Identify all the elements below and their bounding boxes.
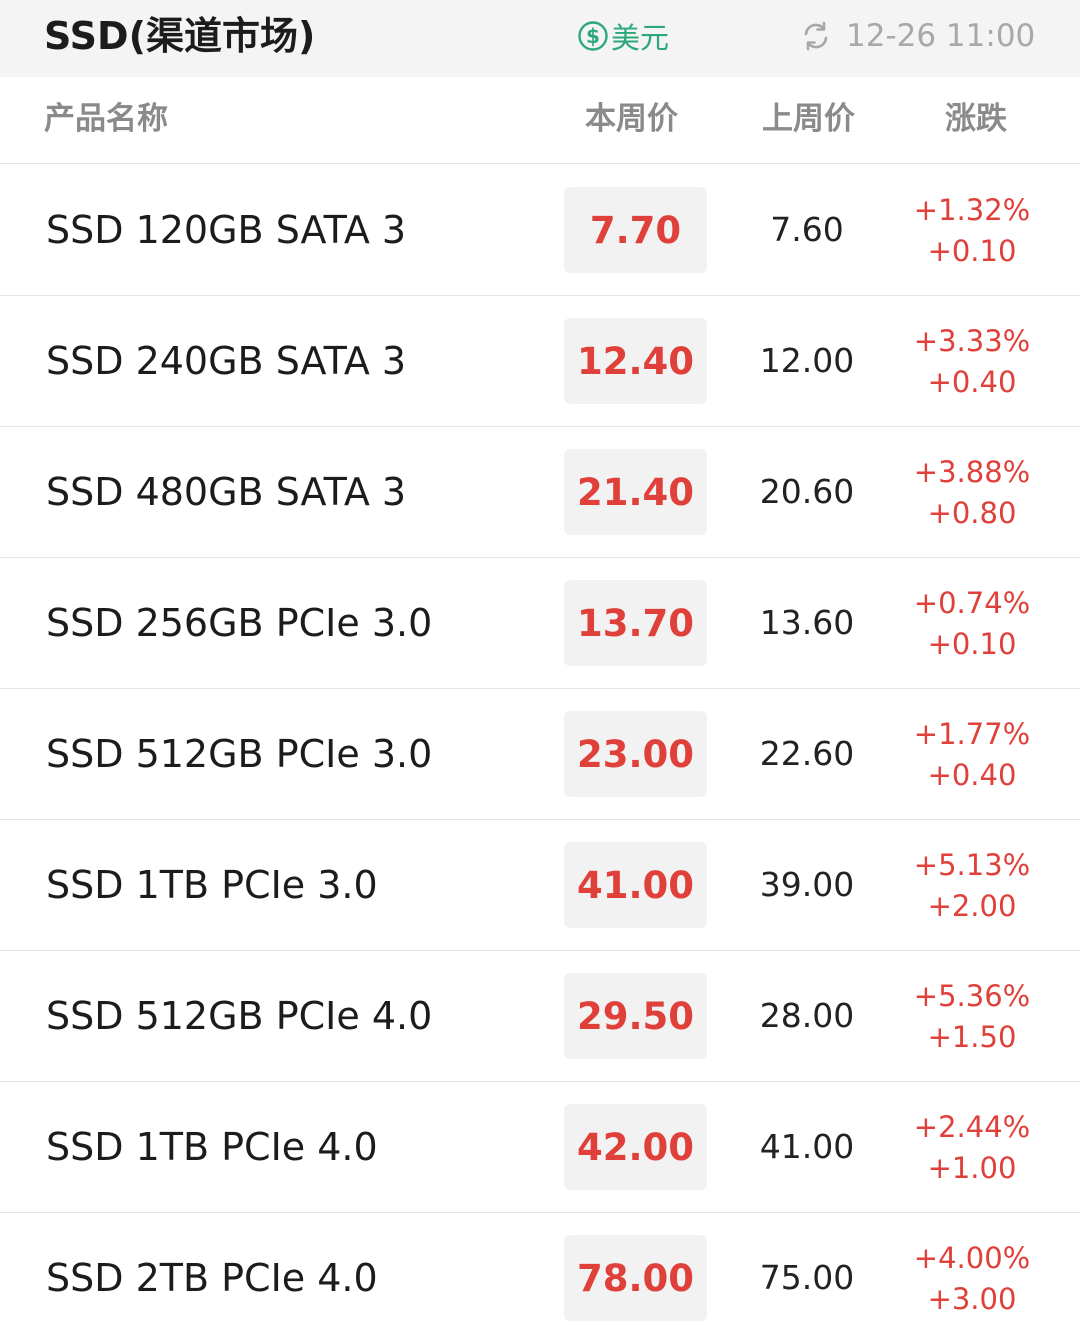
product-name: SSD 512GB PCIe 4.0 (46, 994, 433, 1038)
dollar-circle-icon: $ (578, 21, 608, 51)
change-amount: +0.40 (927, 758, 1017, 792)
table-row[interactable]: SSD 1TB PCIe 3.0 41.00 39.00 +5.13% +2.0… (0, 820, 1080, 951)
change-percent: +5.36% (913, 979, 1031, 1013)
top-bar: SSD(渠道市场) $ 美元 12-26 11:00 (0, 0, 1080, 77)
change-amount: +1.50 (927, 1020, 1017, 1054)
current-price: 23.00 (564, 711, 707, 797)
product-name: SSD 1TB PCIe 3.0 (46, 863, 378, 907)
product-name: SSD 120GB SATA 3 (46, 208, 407, 252)
column-header-current-price[interactable]: 本周价 (585, 101, 678, 137)
previous-price: 13.60 (759, 603, 855, 642)
update-info[interactable]: 12-26 11:00 (800, 14, 1035, 58)
change-amount: +1.00 (927, 1151, 1017, 1185)
svg-text:$: $ (586, 24, 600, 48)
current-price: 42.00 (564, 1104, 707, 1190)
change-amount: +0.10 (927, 234, 1017, 268)
table-row[interactable]: SSD 1TB PCIe 4.0 42.00 41.00 +2.44% +1.0… (0, 1082, 1080, 1213)
current-price: 7.70 (564, 187, 707, 273)
product-name: SSD 256GB PCIe 3.0 (46, 601, 433, 645)
previous-price: 20.60 (759, 472, 855, 511)
current-price: 29.50 (564, 973, 707, 1059)
previous-price: 41.00 (759, 1127, 855, 1166)
current-price: 41.00 (564, 842, 707, 928)
price-table-body: SSD 120GB SATA 3 7.70 7.60 +1.32% +0.10 … (0, 165, 1080, 1328)
table-row[interactable]: SSD 480GB SATA 3 21.40 20.60 +3.88% +0.8… (0, 427, 1080, 558)
column-header-change[interactable]: 涨跌 (945, 101, 1007, 137)
refresh-icon (804, 21, 828, 51)
table-row[interactable]: SSD 2TB PCIe 4.0 78.00 75.00 +4.00% +3.0… (0, 1213, 1080, 1328)
previous-price: 39.00 (759, 865, 855, 904)
product-name: SSD 512GB PCIe 3.0 (46, 732, 433, 776)
previous-price: 28.00 (759, 996, 855, 1035)
change-percent: +5.13% (913, 848, 1031, 882)
table-header: 产品名称 本周价 上周价 涨跌 (0, 77, 1080, 164)
change-percent: +1.32% (913, 193, 1031, 227)
table-row[interactable]: SSD 240GB SATA 3 12.40 12.00 +3.33% +0.4… (0, 296, 1080, 427)
change-amount: +2.00 (927, 889, 1017, 923)
change-percent: +0.74% (913, 586, 1031, 620)
previous-price: 22.60 (759, 734, 855, 773)
current-price: 78.00 (564, 1235, 707, 1321)
change-amount: +0.40 (927, 365, 1017, 399)
current-price: 21.40 (564, 449, 707, 535)
current-price: 12.40 (564, 318, 707, 404)
change-amount: +0.80 (927, 496, 1017, 530)
column-header-name[interactable]: 产品名称 (44, 101, 168, 137)
previous-price: 75.00 (759, 1258, 855, 1297)
product-name: SSD 1TB PCIe 4.0 (46, 1125, 378, 1169)
currency-toggle[interactable]: $ 美元 (577, 16, 669, 56)
product-name: SSD 240GB SATA 3 (46, 339, 407, 383)
product-name: SSD 480GB SATA 3 (46, 470, 407, 514)
change-amount: +0.10 (927, 627, 1017, 661)
table-row[interactable]: SSD 256GB PCIe 3.0 13.70 13.60 +0.74% +0… (0, 558, 1080, 689)
table-row[interactable]: SSD 512GB PCIe 4.0 29.50 28.00 +5.36% +1… (0, 951, 1080, 1082)
previous-price: 7.60 (770, 210, 844, 249)
page-title: SSD(渠道市场) (44, 14, 316, 58)
previous-price: 12.00 (759, 341, 855, 380)
product-name: SSD 2TB PCIe 4.0 (46, 1256, 378, 1300)
column-header-previous-price[interactable]: 上周价 (762, 101, 855, 137)
change-percent: +1.77% (913, 717, 1031, 751)
change-percent: +4.00% (913, 1241, 1031, 1275)
table-row[interactable]: SSD 512GB PCIe 3.0 23.00 22.60 +1.77% +0… (0, 689, 1080, 820)
change-amount: +3.00 (927, 1282, 1017, 1316)
change-percent: +3.33% (913, 324, 1031, 358)
change-percent: +2.44% (913, 1110, 1031, 1144)
current-price: 13.70 (564, 580, 707, 666)
change-percent: +3.88% (913, 455, 1031, 489)
currency-label: 美元 (611, 21, 670, 55)
update-time: 12-26 11:00 (846, 18, 1036, 54)
table-row[interactable]: SSD 120GB SATA 3 7.70 7.60 +1.32% +0.10 (0, 165, 1080, 296)
